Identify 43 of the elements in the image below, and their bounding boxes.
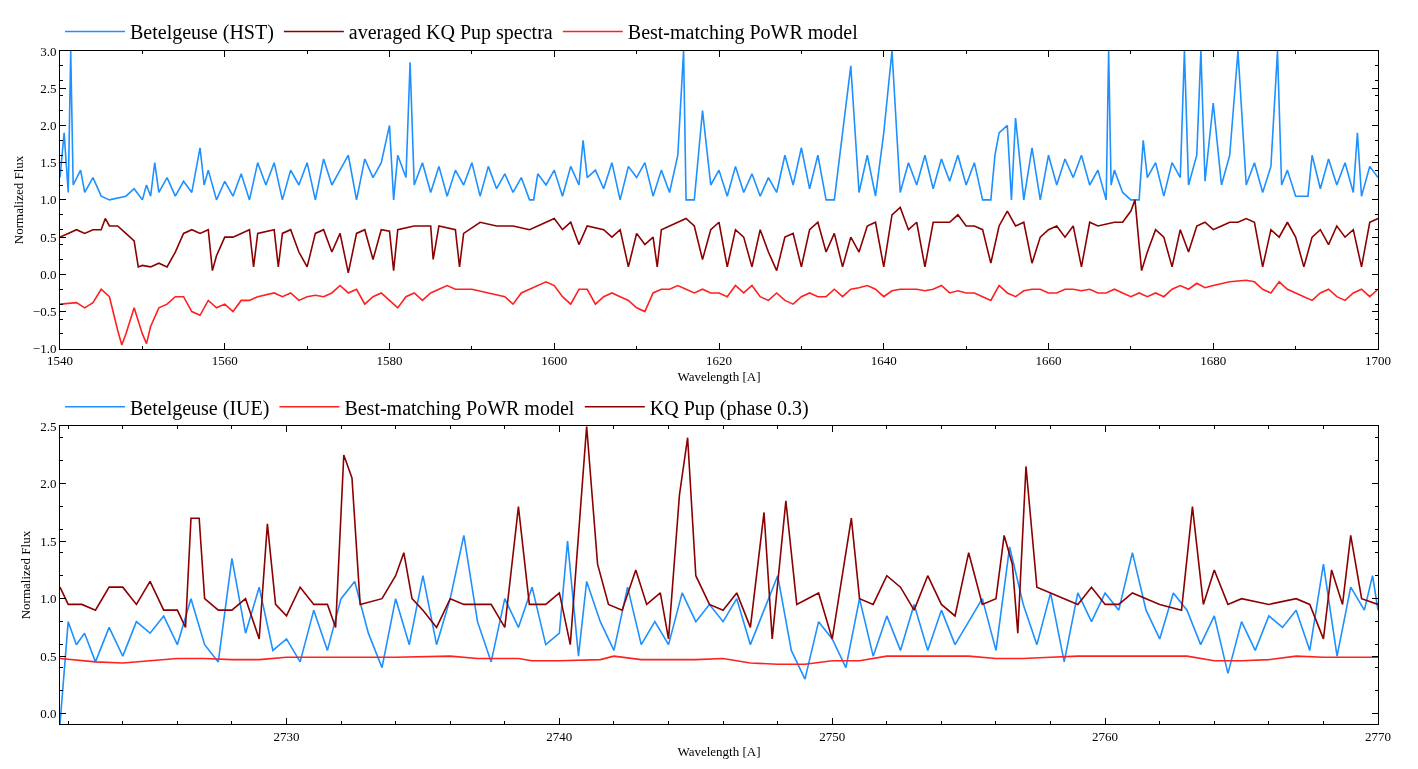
- x-tick-label: 2760: [1092, 728, 1119, 744]
- y-tick-label: 2.5: [40, 80, 57, 96]
- y-tick-label: 2.0: [40, 476, 57, 492]
- x-tick-label: 2740: [546, 728, 573, 744]
- line-series: [60, 534, 1378, 724]
- x-tick-label: 1580: [376, 353, 403, 369]
- x-tick-label: 1680: [1200, 353, 1227, 369]
- x-axis-title: Wavelength [A]: [677, 744, 761, 760]
- x-tick-label: 1660: [1035, 353, 1062, 369]
- x-tick-label: 1640: [870, 353, 897, 369]
- line-series: [60, 279, 1378, 346]
- legend-label: KQ Pup (phase 0.3): [649, 396, 809, 420]
- x-tick-label: 1700: [1365, 353, 1391, 369]
- y-tick-label: 2.5: [40, 418, 57, 434]
- y-tick-label: 0.5: [40, 229, 57, 245]
- x-tick-label: 1620: [706, 353, 732, 369]
- y-tick-label: 1.5: [40, 155, 57, 171]
- legend-label: Betelgeuse (HST): [130, 21, 274, 45]
- x-tick-label: 2730: [273, 728, 300, 744]
- y-tick-label: 0.0: [40, 266, 57, 282]
- y-tick-label: 0.0: [40, 706, 57, 722]
- legend-label: Best-matching PoWR model: [344, 396, 575, 420]
- line-series: [60, 426, 1378, 646]
- x-tick-label: 2750: [819, 728, 846, 744]
- y-tick-label: 2.0: [40, 118, 57, 133]
- y-axis-title: Normalized Flux: [10, 155, 26, 245]
- x-axis-title: Wavelength [A]: [677, 369, 761, 384]
- y-axis-title: Normalized Flux: [18, 530, 34, 620]
- y-tick-label: 0.5: [40, 648, 57, 664]
- y-tick-label: 3.0: [40, 43, 57, 59]
- x-tick-label: 1560: [211, 353, 238, 369]
- legend-label: Best-matching PoWR model: [627, 21, 859, 45]
- x-tick-label: 1600: [541, 353, 568, 369]
- legend-label: Betelgeuse (IUE): [130, 396, 270, 420]
- legend-label: averaged KQ Pup spectra: [348, 21, 553, 45]
- y-tick-label: 1.0: [40, 591, 57, 607]
- line-series: [60, 199, 1378, 274]
- line-series: [60, 51, 1378, 201]
- line-series: [60, 655, 1378, 666]
- y-tick-label: 1.5: [40, 533, 57, 549]
- y-tick-label: −0.5: [32, 304, 57, 320]
- x-tick-label: 2770: [1365, 728, 1391, 744]
- y-tick-label: 1.0: [40, 192, 57, 208]
